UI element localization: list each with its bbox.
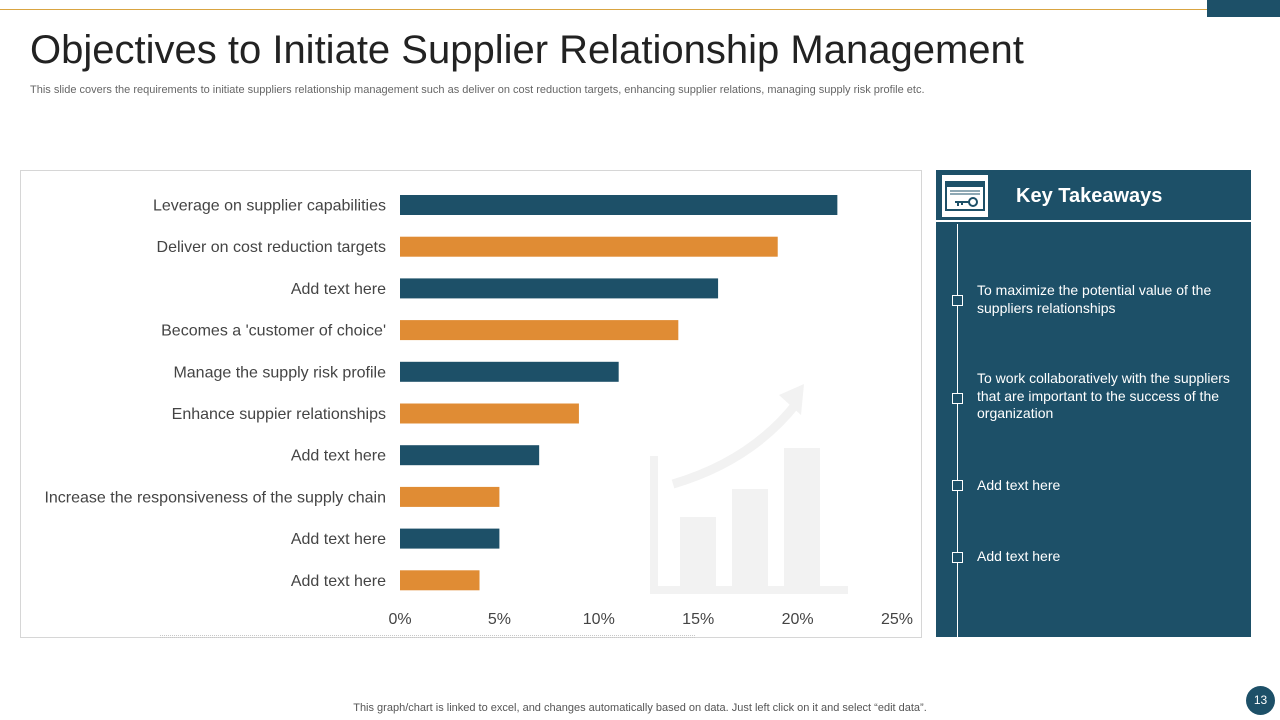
- category-label: Increase the responsiveness of the suppl…: [44, 489, 386, 506]
- x-tick-label: 25%: [881, 611, 913, 628]
- bar[interactable]: [400, 320, 679, 341]
- takeaway-marker: [952, 393, 963, 404]
- category-label: Add text here: [291, 531, 386, 548]
- takeaway-marker: [952, 552, 963, 563]
- takeaway-item: To work collaboratively with the supplie…: [977, 370, 1230, 421]
- takeaway-marker: [952, 295, 963, 306]
- category-label: Leverage on supplier capabilities: [153, 198, 386, 215]
- bar-chart[interactable]: Leverage on supplier capabilities Deliver…: [21, 171, 921, 637]
- bar[interactable]: [400, 403, 579, 424]
- watermark-growth-icon: [650, 384, 848, 594]
- x-tick-label: 20%: [782, 611, 814, 628]
- bar[interactable]: [400, 361, 619, 382]
- x-tick-label: 5%: [488, 611, 511, 628]
- page-title: Objectives to Initiate Supplier Relation…: [30, 28, 1024, 72]
- takeaway-item: Add text here: [977, 548, 1061, 564]
- bar[interactable]: [400, 528, 500, 549]
- footer-note-text: This graph/chart is linked to excel, and…: [353, 702, 927, 714]
- bar[interactable]: [400, 445, 540, 466]
- takeaway-item: Add text here: [977, 477, 1061, 493]
- key-takeaways-panel: Key Takeaways To maximize the potential …: [936, 170, 1251, 637]
- takeaway-item: To maximize the potential value of the s…: [977, 282, 1212, 316]
- bar[interactable]: [400, 278, 719, 299]
- x-tick-label: 10%: [583, 611, 615, 628]
- category-label: Add text here: [291, 281, 386, 298]
- footer-note: This graph/chart is linked to excel, and…: [0, 702, 1280, 714]
- chart-scroll-hint: [160, 635, 695, 638]
- x-tick-label: 15%: [682, 611, 714, 628]
- takeaway-marker: [952, 480, 963, 491]
- key-takeaways-title: Key Takeaways: [1016, 185, 1163, 207]
- bar[interactable]: [400, 486, 500, 507]
- key-certificate-icon: [941, 174, 989, 218]
- category-label: Add text here: [291, 573, 386, 590]
- key-takeaways-header: Key Takeaways: [936, 170, 1251, 222]
- category-label: Enhance suppier relationships: [172, 406, 386, 423]
- category-label: Becomes a 'customer of choice': [161, 323, 386, 340]
- timeline-line: [957, 224, 958, 637]
- bar[interactable]: [400, 195, 838, 215]
- page-subtitle: This slide covers the requirements to in…: [30, 84, 925, 96]
- category-label: Add text here: [291, 448, 386, 465]
- top-accent-rule: [0, 9, 1207, 10]
- x-tick-label: 0%: [388, 611, 411, 628]
- category-label: Manage the supply risk profile: [173, 364, 386, 381]
- bar[interactable]: [400, 570, 480, 591]
- category-label: Deliver on cost reduction targets: [157, 239, 386, 256]
- bar-chart-panel[interactable]: Leverage on supplier capabilities Deliver…: [20, 170, 922, 638]
- bar[interactable]: [400, 236, 778, 257]
- top-corner-block: [1207, 0, 1280, 17]
- page-number-badge: 13: [1246, 686, 1275, 715]
